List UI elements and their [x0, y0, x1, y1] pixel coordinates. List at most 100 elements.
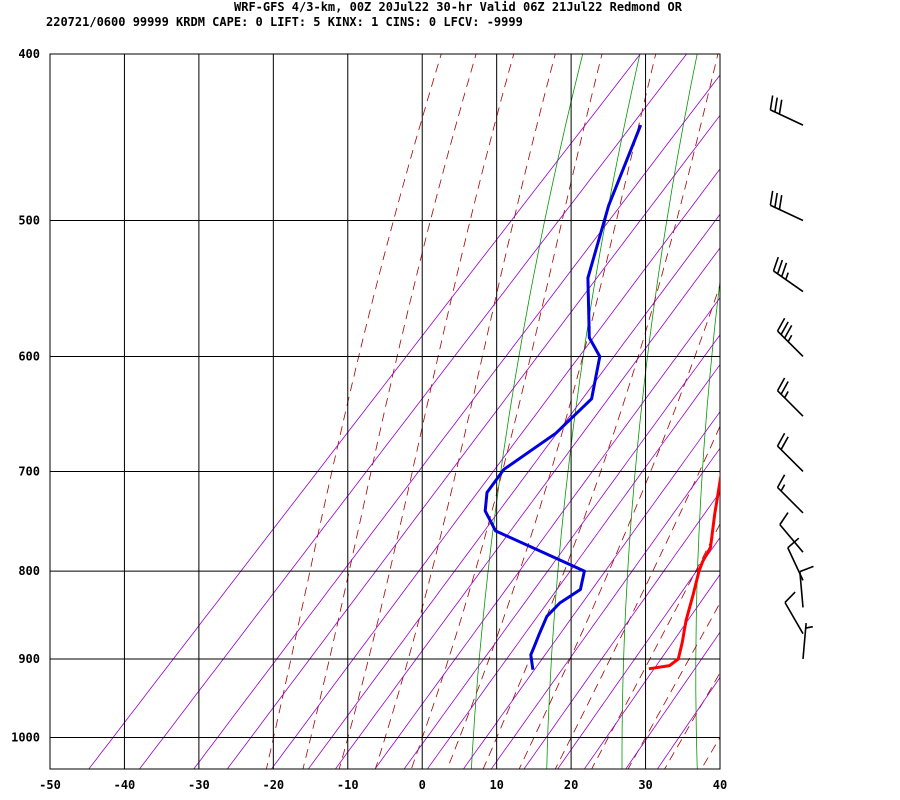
- wind-barb-feather: [774, 97, 778, 113]
- wind-barb-feather: [779, 512, 789, 526]
- moist-adiabat-line: [482, 54, 719, 769]
- chart-title: WRF-GFS 4/3-km, 00Z 20Jul22 30-hr Valid …: [234, 0, 683, 14]
- wind-barb-feather: [778, 99, 783, 115]
- wind-barb-feather: [780, 262, 788, 277]
- pressure-tick-label: 800: [18, 564, 40, 578]
- thermo-background-lines: [88, 35, 872, 781]
- x-tick-label: -30: [188, 778, 210, 792]
- wind-barb-feather: [776, 432, 786, 447]
- moist-adiabat-line: [338, 54, 515, 769]
- dry-adiabat-line: [767, 35, 815, 781]
- wind-barb-staff: [799, 571, 804, 608]
- mixing-ratio-line: [462, 411, 720, 769]
- pressure-tick-label: 700: [18, 464, 40, 478]
- wind-barb: [784, 591, 804, 635]
- wind-barb-staff: [776, 390, 804, 417]
- wind-barb-feather: [776, 259, 784, 275]
- wind-barb-staff: [773, 270, 804, 293]
- plot-frame: [49, 53, 721, 770]
- wind-barb-feather: [784, 591, 796, 604]
- wind-barb-staff: [770, 204, 804, 222]
- moist-adiabat-line: [302, 54, 477, 769]
- x-tick-label: 10: [489, 778, 503, 792]
- moist-adiabat-line: [410, 54, 603, 769]
- mixing-ratio-line: [139, 54, 688, 769]
- x-tick-label: -50: [39, 778, 61, 792]
- wind-barb: [802, 623, 814, 660]
- wind-barb-staff: [776, 486, 804, 514]
- moist-adiabat-line: [554, 425, 720, 769]
- wind-barb-half-feather: [787, 334, 793, 343]
- wind-barb-feather: [778, 194, 783, 210]
- pressure-tick-label: 900: [18, 652, 40, 666]
- wind-barb-staff: [770, 109, 804, 126]
- wind-barb-staff: [784, 602, 804, 635]
- pressure-tick-label: 500: [18, 213, 40, 227]
- wind-barb: [779, 512, 804, 553]
- wind-barb-staff: [779, 524, 804, 553]
- moist-adiabat-line: [518, 283, 720, 769]
- mixing-ratio-line: [374, 297, 720, 769]
- wind-barb-column: [769, 95, 814, 660]
- pressure-tick-label: 400: [18, 47, 40, 61]
- mixing-ratio-line: [403, 334, 720, 769]
- grid: [50, 53, 720, 769]
- mixing-ratio-line: [426, 364, 720, 769]
- wind-barb: [799, 565, 814, 608]
- chart-subtitle: 220721/0600 99999 KRDM CAPE: 0 LIFT: 5 K…: [46, 15, 523, 29]
- temperature-profile-line: [648, 471, 720, 671]
- moist-adiabat-line: [700, 736, 720, 769]
- wind-barb: [769, 95, 804, 126]
- wind-barb-feather: [776, 377, 786, 392]
- wind-barb: [776, 432, 804, 473]
- x-tick-label: -40: [114, 778, 136, 792]
- mixing-ratio-line: [226, 114, 720, 769]
- wind-barb-feather: [787, 537, 800, 549]
- mixing-ratio-line: [334, 247, 720, 769]
- wind-barb: [776, 317, 804, 358]
- wind-barb-feather: [780, 381, 789, 395]
- wind-barb-feather: [769, 190, 774, 206]
- mixing-ratio-line: [307, 213, 720, 769]
- x-tick-label: 40: [713, 778, 727, 792]
- moist-adiabat-line: [374, 54, 556, 769]
- wind-barb-half-feather: [783, 391, 789, 399]
- wind-barb-feather: [780, 436, 789, 450]
- moist-adiabat-line: [627, 602, 720, 769]
- wind-barb-feather: [769, 95, 774, 111]
- wind-barb-half-feather: [780, 484, 786, 492]
- wind-barb: [772, 256, 804, 293]
- mixing-ratio-line: [88, 54, 641, 769]
- wind-barb: [776, 377, 804, 417]
- wind-barb-feather: [776, 317, 786, 332]
- wind-barb-feather: [780, 321, 789, 335]
- mixing-ratio-line: [193, 74, 720, 769]
- wind-barb: [769, 190, 804, 222]
- wind-barb-feather: [776, 474, 786, 488]
- dewpoint-profile-line: [483, 124, 643, 670]
- moist-adiabat-line: [265, 54, 442, 769]
- x-tick-label: 30: [638, 778, 652, 792]
- mixing-ratio-line: [557, 536, 720, 769]
- wind-barb-feather: [799, 565, 814, 573]
- mixing-ratio-line: [270, 168, 720, 769]
- moist-adiabat-line: [664, 671, 720, 769]
- dry-adiabat-line: [546, 54, 641, 769]
- wind-barb-feather: [774, 192, 778, 208]
- wind-barb-staff: [802, 623, 807, 660]
- dry-adiabat-line: [837, 35, 872, 781]
- pressure-tick-label: 1000: [11, 731, 40, 745]
- wind-barb-feather: [772, 256, 780, 272]
- mixing-ratio-line: [523, 491, 720, 769]
- pressure-tick-label: 600: [18, 349, 40, 363]
- dry-adiabat-line: [695, 277, 720, 769]
- wind-barb-feather: [783, 324, 793, 339]
- mixing-ratio-line: [625, 631, 720, 769]
- dry-adiabat-line: [621, 54, 698, 769]
- wind-barb: [776, 474, 804, 514]
- sounding-profiles: [483, 124, 720, 671]
- tick-labels: -50 -40 -30 -20 -10 0 10 20 30 40 400 500 600 700 800 9…: [11, 47, 727, 792]
- wind-barb-half-feather: [785, 272, 789, 280]
- wind-barb-staff: [776, 330, 804, 358]
